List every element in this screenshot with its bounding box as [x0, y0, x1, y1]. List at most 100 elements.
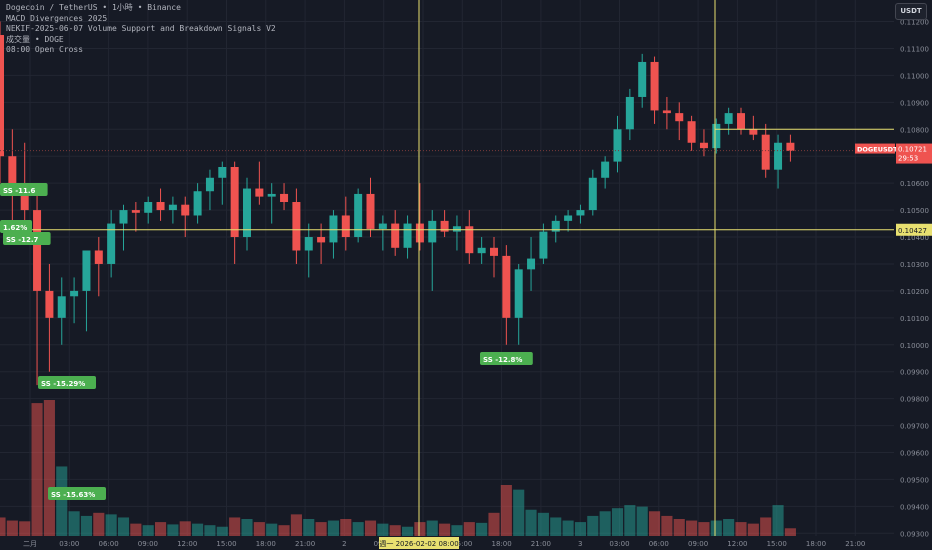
- time-tick-label: 15:00: [767, 540, 787, 548]
- volume-bar: [476, 522, 488, 536]
- volume-bar: [587, 515, 599, 536]
- time-tick-label: 09:00: [688, 540, 708, 548]
- last-price-badge: [896, 143, 932, 164]
- time-axis[interactable]: 二月 03:00 06:00 09:00 12:00 15:00 18:00 21:00 2 09…: [0, 536, 894, 550]
- legend-indicator-macd[interactable]: MACD Divergences 2025: [6, 13, 108, 23]
- volume-bar: [0, 517, 6, 536]
- time-tick-label: 21:00: [845, 540, 865, 548]
- volume-bar: [142, 525, 154, 536]
- candle-body: [638, 61, 647, 97]
- candle-body: [230, 166, 239, 238]
- volume-bar: [698, 522, 710, 536]
- price-tick-label: 0.09400: [900, 503, 929, 511]
- candle-body: [329, 215, 338, 243]
- candle-body: [403, 223, 412, 248]
- volume-bar: [599, 511, 611, 536]
- time-tick-label: 03:00: [59, 540, 79, 548]
- legend-indicator-open-cross[interactable]: 08:00 Open Cross: [6, 45, 84, 54]
- candle-body: [317, 237, 326, 243]
- price-tick-label: 0.10800: [900, 126, 929, 134]
- candle-body: [761, 134, 770, 170]
- candle-body: [119, 210, 128, 224]
- candle-body: [8, 156, 17, 184]
- signal-label: SS -12.8%: [480, 352, 533, 365]
- time-tick-label: 06:00: [99, 540, 119, 548]
- currency-unit-button[interactable]: USDT: [895, 3, 927, 20]
- volume-bar: [463, 522, 475, 536]
- candle-body: [737, 113, 745, 130]
- volume-bar: [426, 520, 438, 536]
- volume-bar: [550, 517, 562, 536]
- candle-body: [205, 177, 214, 192]
- candle-body: [107, 223, 116, 264]
- volume-bar: [303, 519, 315, 536]
- candle-body: [465, 226, 474, 254]
- candle-body: [724, 113, 733, 124]
- candle-body: [650, 61, 659, 111]
- time-tick-label: 15:00: [216, 540, 236, 548]
- time-tick-label: 03:00: [609, 540, 629, 548]
- time-tick-label: 21:00: [295, 540, 315, 548]
- volume-bar: [19, 521, 31, 536]
- signal-label-bg: [48, 487, 106, 500]
- crosshair-price-badge: [896, 223, 932, 236]
- volume-bar: [179, 521, 191, 536]
- volume-bar: [315, 522, 327, 536]
- legend-symbol[interactable]: Dogecoin / TetherUS • 1小時 • Binance: [6, 3, 181, 12]
- overlays: [0, 0, 894, 536]
- price-axis[interactable]: 0.11200 0.11100 0.11000 0.10900 0.10800 0.107…: [855, 0, 932, 550]
- price-tick-label: 0.10400: [900, 234, 929, 242]
- candle-body: [687, 121, 696, 143]
- signal-label-bg: [3, 232, 51, 245]
- volume-bar: [266, 523, 278, 536]
- legend-indicator-volume[interactable]: 成交量 • DOGE: [6, 34, 64, 44]
- candle-body: [131, 210, 140, 213]
- time-tick-label: 15:00: [452, 540, 472, 548]
- volume-bar: [784, 528, 796, 536]
- candle-body: [70, 290, 79, 297]
- signal-label-bg: [0, 220, 32, 233]
- volume-bar: [673, 519, 685, 536]
- volume-bar: [43, 400, 55, 536]
- signal-label-bg: [480, 352, 533, 365]
- time-tick-label: 3: [578, 540, 582, 548]
- candle-body: [243, 188, 251, 238]
- candle-body: [144, 202, 153, 213]
- symbol-badge-text: DOGEUSDT: [857, 146, 898, 154]
- volume-bar: [352, 522, 364, 536]
- volume-bar: [648, 511, 661, 536]
- symbol-badge: [855, 143, 895, 154]
- candle-body: [502, 255, 511, 318]
- time-tick-label: 二月: [23, 540, 37, 548]
- volume-bar: [401, 526, 414, 536]
- volume-bar: [31, 403, 43, 536]
- candle-body: [57, 296, 66, 318]
- volume-bar: [525, 509, 537, 536]
- candle-body: [564, 215, 573, 221]
- volume-bar: [93, 512, 105, 536]
- volume-bar: [710, 520, 722, 536]
- candle-body: [527, 258, 536, 270]
- legend-indicator-nekif[interactable]: NEKIF-2025-06-07 Volume Support and Brea…: [6, 24, 276, 33]
- volume-bar: [56, 466, 68, 536]
- candle-body: [415, 223, 424, 243]
- time-tick-label: 21:00: [531, 540, 551, 548]
- volume-bar: [537, 512, 549, 536]
- volume-bar: [167, 524, 179, 536]
- volume-bar: [192, 523, 204, 536]
- volume-bar: [253, 522, 265, 536]
- signal-label-text: SS -15.63%: [51, 491, 95, 499]
- signal-label: SS -15.63%: [48, 487, 106, 500]
- volume-bar: [451, 525, 463, 536]
- volume-bar: [574, 522, 587, 536]
- candle-body: [712, 123, 721, 149]
- candle-body: [551, 220, 560, 232]
- time-tick-label: 18:00: [492, 540, 512, 548]
- volume-bar: [154, 522, 167, 536]
- candle-body: [193, 191, 202, 216]
- candle-body: [255, 188, 264, 197]
- price-tick-label: 0.10500: [900, 207, 929, 215]
- signal-label: 1.62%: [0, 220, 32, 233]
- candle-body: [267, 193, 276, 197]
